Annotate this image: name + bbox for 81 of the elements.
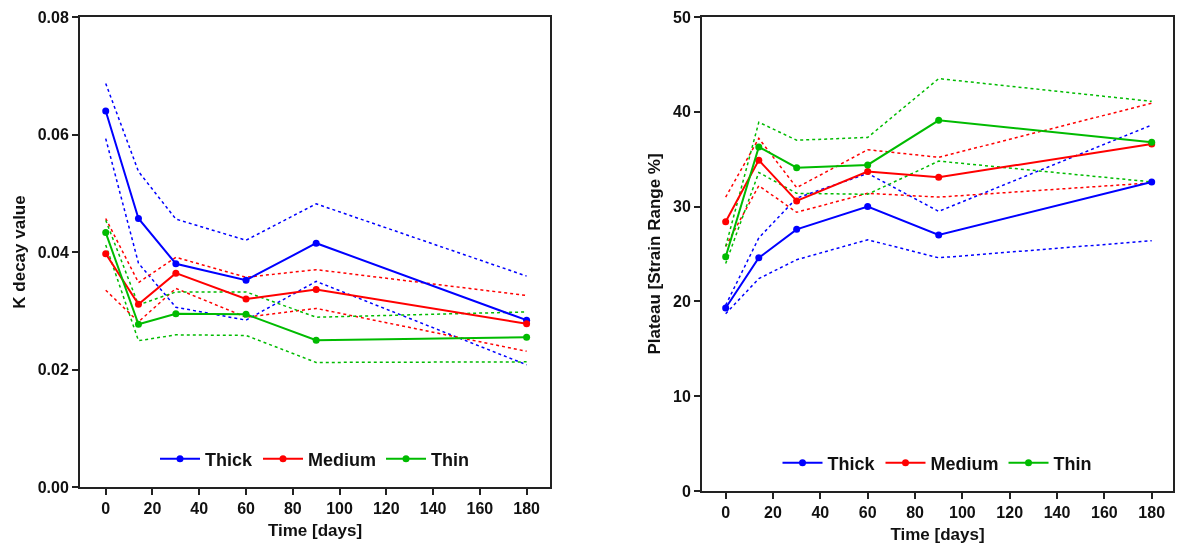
legend-label: Medium (930, 453, 999, 474)
y-tick-label: 10 (673, 387, 691, 405)
y-tick-label: 0.04 (37, 243, 69, 261)
y-tick-label: 40 (673, 103, 691, 121)
point (523, 320, 531, 328)
y-tick-label: 0.00 (37, 478, 69, 496)
legend-label: Thin (1053, 453, 1092, 474)
x-tick-label: 160 (466, 500, 494, 518)
x-tick-label: 140 (1043, 504, 1071, 522)
legend-label: Thin (431, 449, 470, 470)
point (523, 333, 531, 341)
point (134, 215, 142, 223)
x-tick-label: 60 (237, 500, 256, 518)
x-tick-label: 0 (101, 500, 111, 518)
point (242, 276, 250, 284)
legend-label: Medium (308, 449, 377, 470)
point (935, 231, 943, 239)
x-tick-label: 0 (721, 504, 731, 522)
y-tick-label: 0.06 (37, 126, 69, 144)
point (312, 286, 320, 294)
point (242, 295, 250, 303)
point (312, 336, 320, 344)
x-axis-title: Time [days] (267, 521, 363, 541)
x-tick-label: 100 (326, 500, 353, 518)
line-series (724, 239, 1153, 315)
point (722, 218, 730, 226)
line-series (724, 102, 1153, 198)
y-axis-title: Plateau [Strain Range %] (645, 153, 665, 355)
point (102, 250, 110, 258)
line-series (104, 217, 528, 297)
x-tick-label: 120 (996, 504, 1024, 522)
point (935, 116, 943, 124)
y-tick-label: 0 (681, 482, 691, 500)
point (755, 143, 763, 151)
point (1148, 178, 1156, 186)
legend-label: Thick (827, 453, 876, 474)
line-series (104, 82, 528, 277)
y-tick-label: 50 (673, 8, 691, 26)
y-tick-label: 0.02 (37, 361, 69, 379)
x-tick-label: 180 (1138, 504, 1166, 522)
x-tick-label: 160 (1091, 504, 1118, 522)
point (864, 168, 872, 176)
point (172, 269, 180, 277)
point (755, 156, 763, 164)
line-series (104, 287, 528, 353)
point (722, 253, 730, 261)
point (134, 300, 142, 308)
point (134, 320, 142, 328)
point (864, 203, 872, 211)
y-tick-label: 0.08 (37, 8, 69, 26)
point (312, 239, 320, 247)
point (102, 107, 110, 115)
point (242, 310, 250, 318)
y-tick-label: 30 (673, 198, 691, 216)
x-tick-label: 60 (858, 504, 877, 522)
point (172, 260, 180, 268)
x-tick-label: 20 (764, 504, 783, 522)
point (172, 310, 180, 318)
x-tick-label: 80 (283, 500, 302, 518)
x-tick-label: 100 (949, 504, 976, 522)
x-tick-label: 20 (143, 500, 162, 518)
point (722, 304, 730, 312)
y-tick-label: 20 (673, 293, 691, 310)
line-series (104, 244, 528, 364)
point (864, 161, 872, 169)
y-axis-title: K decay value (9, 195, 29, 309)
x-tick-label: 140 (419, 500, 447, 518)
point (102, 229, 110, 237)
point (793, 164, 801, 172)
x-axis-title: Time [days] (890, 525, 985, 545)
point (755, 254, 763, 262)
x-tick-label: 120 (372, 500, 400, 518)
x-tick-label: 80 (906, 504, 925, 522)
x-tick-label: 180 (513, 500, 541, 518)
point (793, 197, 801, 205)
point (935, 173, 943, 181)
x-tick-label: 40 (811, 504, 830, 522)
line-series (104, 137, 528, 366)
x-tick-label: 40 (190, 500, 209, 518)
point (793, 225, 801, 233)
legend-label: Thick (205, 449, 253, 470)
